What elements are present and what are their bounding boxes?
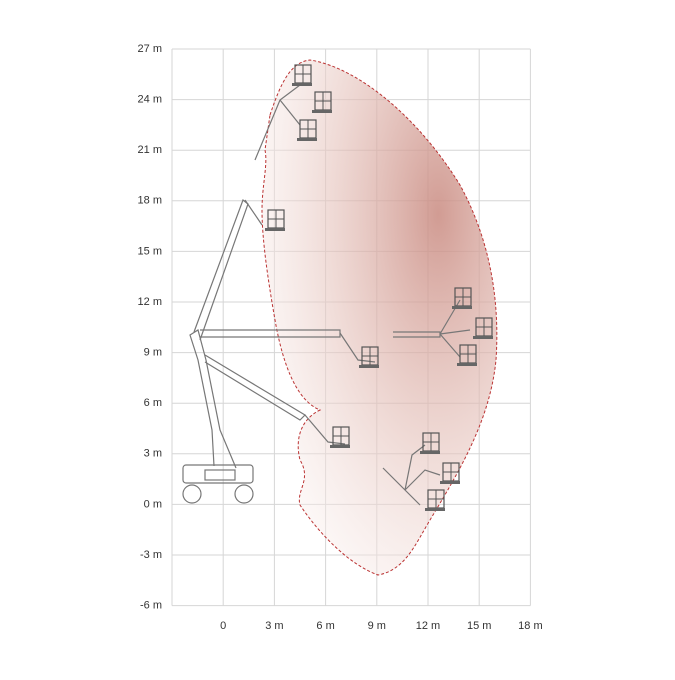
x-axis-label: 12 m [416, 620, 440, 632]
basket-floor [473, 336, 493, 339]
x-axis-label: 3 m [265, 620, 283, 632]
y-axis-label: 15 m [138, 245, 162, 257]
basket-floor [452, 306, 472, 309]
x-axis-label: 0 [220, 620, 226, 632]
basket-floor [292, 83, 312, 86]
basket-floor [330, 445, 350, 448]
y-axis-label: 0 m [144, 498, 162, 510]
basket [330, 426, 350, 448]
y-axis-label: -6 m [140, 600, 162, 612]
x-axis-label: 15 m [467, 620, 491, 632]
basket [359, 346, 379, 368]
working-envelope [261, 59, 498, 576]
y-axis-label: 21 m [138, 144, 162, 156]
y-axis-label: 12 m [138, 296, 162, 308]
basket [452, 287, 472, 309]
y-axis-label: 9 m [144, 347, 162, 359]
y-axis-label: 3 m [144, 448, 162, 460]
y-axis-label: 27 m [138, 43, 162, 55]
machine-drawing [182, 64, 493, 511]
basket [440, 462, 460, 484]
x-axis-label: 9 m [368, 620, 386, 632]
basket-floor [359, 365, 379, 368]
x-axis-label: 6 m [316, 620, 334, 632]
y-axis-label: 18 m [138, 195, 162, 207]
basket [420, 432, 440, 454]
basket [457, 344, 477, 366]
basket-floor [457, 363, 477, 366]
basket-floor [297, 138, 317, 141]
basket-floor [420, 451, 440, 454]
y-axis-label: -3 m [140, 549, 162, 561]
basket [297, 119, 317, 141]
basket-floor [425, 508, 445, 511]
basket-floor [440, 481, 460, 484]
basket [292, 64, 312, 86]
basket [312, 91, 332, 113]
basket [265, 209, 285, 231]
basket [425, 489, 445, 511]
x-axis-label: 18 m [518, 620, 542, 632]
basket [473, 317, 493, 339]
y-axis-label: 6 m [144, 397, 162, 409]
y-axis-label: 24 m [138, 94, 162, 106]
basket-floor [312, 110, 332, 113]
basket-floor [265, 228, 285, 231]
